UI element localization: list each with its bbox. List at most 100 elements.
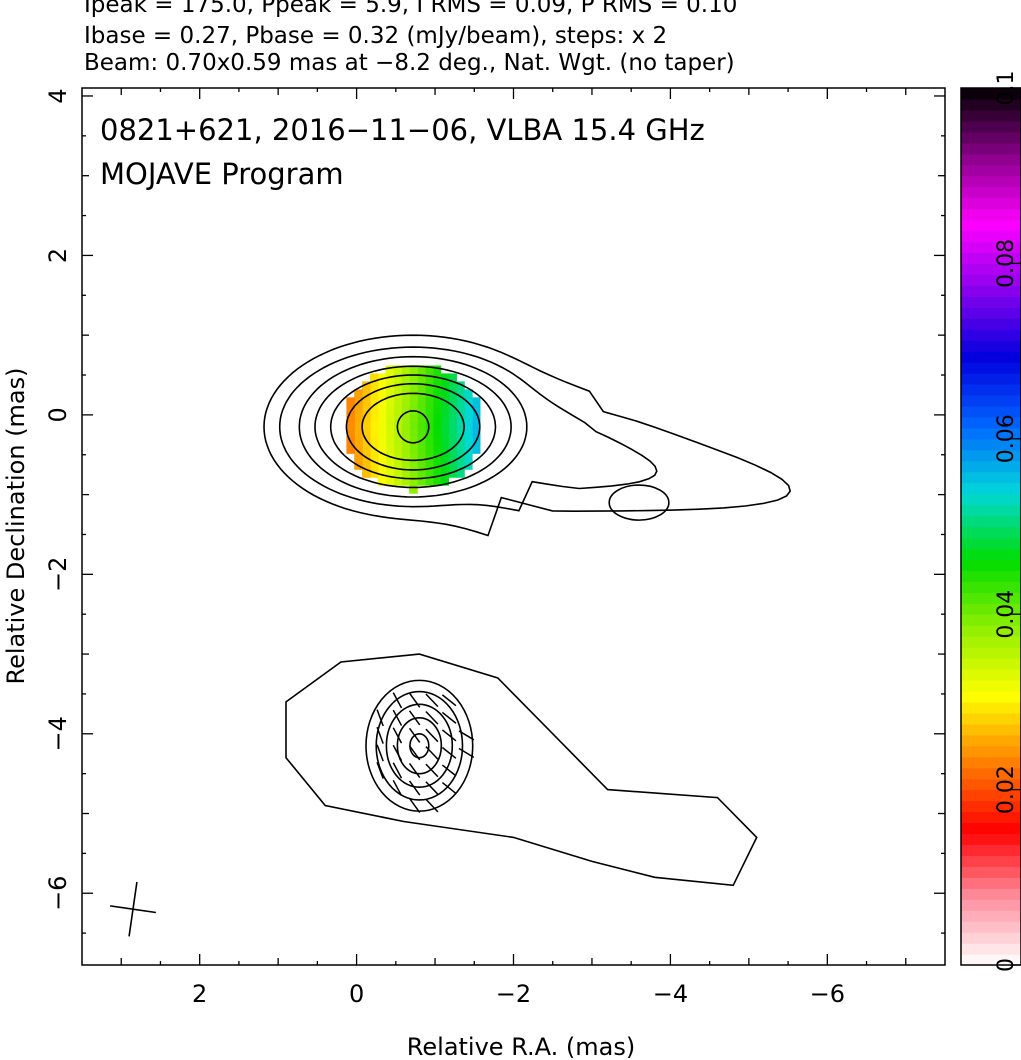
colorbar-segment [961,219,1021,232]
colorbar-segment [961,745,1021,758]
polarization-pixel [432,437,442,446]
polarization-pixel [401,405,410,414]
colorbar-segment [961,921,1021,933]
polarization-pixel [432,421,442,430]
polarization-pixel [424,389,434,399]
header-line-2: Ibase = 0.27, Pbase = 0.32 (mJy/beam), s… [84,23,668,49]
y-tick-label: 0 [44,407,72,422]
polarization-pixel [393,437,403,446]
colorbar-segment [961,263,1021,275]
polarization-pixel [432,461,442,470]
total-intensity-contours [263,334,792,887]
polarization-pixel [354,453,363,462]
intensity-contour [263,334,792,537]
colorbar-segment [961,252,1021,264]
polarization-pixel [369,389,379,399]
colorbar-segment [961,855,1021,867]
evpa-vector [376,726,384,744]
polarization-pixel [432,365,442,375]
polarization-pixel [385,429,395,438]
evpa-vector [441,764,457,777]
evpa-vector [408,762,421,778]
map-subtitle: MOJAVE Program [100,157,344,191]
polarization-pixel [377,389,387,399]
polarization-pixel [362,445,371,454]
evpa-vector [408,710,421,726]
colorbar-segment [961,208,1021,221]
polarization-pixel [393,477,403,486]
polarization-pixel [448,373,457,383]
polarization-pixel [448,421,457,430]
polarization-pixel [377,397,387,407]
colorbar-segment [961,636,1021,648]
polarization-pixel [369,461,379,470]
polarized-intensity-contour [385,703,454,789]
colorbar-segment [961,756,1021,769]
colorbar-segment [961,910,1021,922]
colorbar-segment [961,131,1021,144]
colorbar-segment [961,866,1021,878]
colorbar-segment [961,98,1021,111]
polarization-pixel [393,365,403,375]
polarization-pixel [393,405,403,414]
polarization-pixel [409,445,418,454]
polarization-pixel [432,381,442,391]
colorbar-segment [961,482,1021,495]
evpa-vector [408,780,421,796]
colorbar-frame [960,87,1021,966]
polarized-intensity-contour [365,679,474,812]
polarization-pixel [377,429,387,438]
polarization-pixel [377,413,387,422]
polarization-pixel [448,381,457,391]
polarization-pixel [432,413,442,422]
polarization-pixel [464,437,473,446]
colorbar-segment [961,526,1021,539]
polarization-pixel [346,413,355,422]
colorbar-segment [961,351,1021,363]
polarization-pixel [424,461,434,470]
polarization-pixel [471,429,481,438]
polarized-intensity-contour [375,690,464,801]
polarization-pixel [409,477,418,486]
evpa-vector [425,711,439,725]
polarization-pixel [377,421,387,430]
polarization-pixel [417,381,426,391]
x-tick-label: −2 [496,980,531,1008]
polarization-pixel [369,453,379,462]
colorbar-segment [961,296,1021,308]
polarization-pixel [456,413,465,422]
beam-minor-axis [109,905,157,914]
polarization-pixel [448,453,457,462]
polarization-pixel [354,389,363,399]
colorbar-segment [961,559,1021,571]
polarization-pixel [417,413,426,422]
polarization-pixel [401,381,410,391]
polarization-pixel [393,389,403,399]
colorbar-segment [961,175,1021,188]
polarization-pixel [448,397,457,407]
polarization-pixel [456,469,465,478]
evpa-vector [408,745,421,761]
colorbar-segment [961,844,1021,856]
polarization-pixel [456,405,465,414]
intensity-contour [329,374,497,480]
evpa-vector [392,727,403,744]
polarization-pixel [401,429,410,438]
polarization-pixel [440,389,450,399]
polarization-pixel [471,421,481,430]
colorbar-segment [961,800,1021,813]
polarization-pixel [448,429,457,438]
polarization-pixel [401,365,410,375]
polarization-pixel [369,445,379,454]
colorbar-segment [961,471,1021,484]
polarization-pixel [362,461,371,470]
polarization-pixel [377,477,387,486]
colorbar-segment [961,405,1021,418]
polarization-pixel [424,477,434,486]
colorbar-segment [961,822,1021,835]
polarization-pixel [377,445,387,454]
polarization-pixel [362,469,371,478]
polarization-pixel [464,405,473,414]
polarization-pixel [369,413,379,422]
polarization-pixel [385,445,395,454]
